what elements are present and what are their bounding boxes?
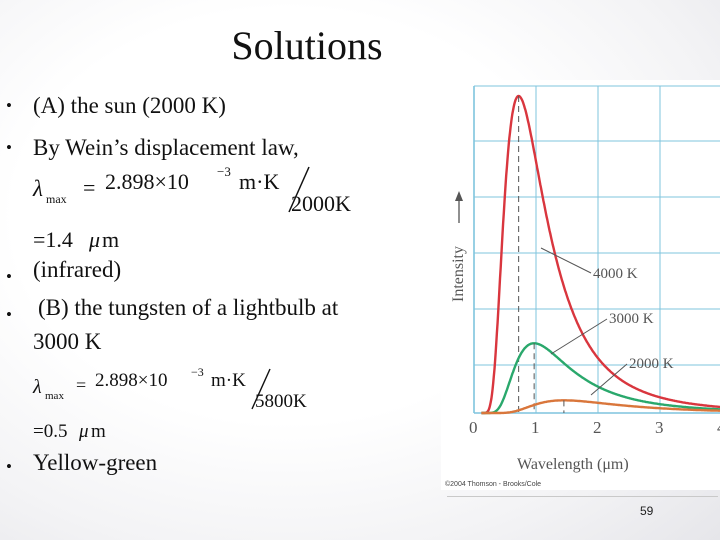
equation-sun: λ max = 2.898×10 −3 m·K 2000K =1.4 μ m xyxy=(33,163,393,253)
lambda-symbol: λ xyxy=(33,376,42,398)
bullet-marker: • xyxy=(6,305,12,324)
result-unit: m xyxy=(91,421,106,442)
chart-copyright: ©2004 Thomson - Brooks/Cole xyxy=(445,480,541,488)
fraction-slash xyxy=(251,368,271,410)
units: m·K xyxy=(239,169,280,194)
result-value: =0.5 xyxy=(33,421,68,442)
mu-symbol: μ xyxy=(79,421,89,442)
x-tick-label: 1 xyxy=(531,418,540,437)
page-number: 59 xyxy=(640,504,654,518)
bullet-text-yellow-green: Yellow-green xyxy=(33,450,158,475)
chart-ticks: 0 1 2 3 4 xyxy=(469,418,720,437)
y-axis-arrowhead xyxy=(455,191,463,201)
bullet-marker: • xyxy=(6,457,12,476)
series-label: 4000 K xyxy=(593,266,638,282)
lambda-subscript: max xyxy=(45,390,64,402)
units: m·K xyxy=(211,370,246,391)
denominator: 2000K xyxy=(291,191,351,216)
chart-grid xyxy=(473,85,720,414)
numerator: 2.898×10 xyxy=(105,169,189,194)
result-unit: m xyxy=(102,227,120,252)
x-tick-label: 2 xyxy=(593,418,602,437)
chart-svg: 0 1 2 3 4 4000 K 3000 K 2000 K Wavelength (μm) I… xyxy=(441,80,720,490)
series-label: 2000 K xyxy=(629,356,674,372)
series-leader-line xyxy=(550,318,608,355)
lambda-symbol: λ xyxy=(33,176,43,201)
x-tick-label: 3 xyxy=(655,418,664,437)
mu-symbol: μ xyxy=(89,227,101,252)
x-tick-label: 4 xyxy=(717,418,720,437)
curve-4000k xyxy=(481,94,720,415)
bullet-text-tungsten: (B) the tungsten of a lightbulb at xyxy=(38,295,339,320)
series-label: 3000 K xyxy=(609,311,654,327)
bullet-marker: • xyxy=(6,138,12,157)
lambda-subscript: max xyxy=(46,192,67,206)
numerator: 2.898×10 xyxy=(95,370,168,391)
blackbody-chart: 0 1 2 3 4 4000 K 3000 K 2000 K Wavelength (μm) I… xyxy=(441,80,720,490)
curve-3000k xyxy=(481,342,720,415)
bullet-marker: • xyxy=(6,96,12,115)
bullet-text-sun: (A) the sun (2000 K) xyxy=(33,93,226,118)
curve-2000k xyxy=(481,399,720,415)
exponent: −3 xyxy=(191,365,204,379)
series-leader-line xyxy=(540,247,592,274)
denominator: 5800K xyxy=(255,391,307,412)
series-leader-line xyxy=(590,363,628,396)
x-axis-label: Wavelength (μm) xyxy=(517,456,629,473)
bullet-marker: • xyxy=(6,267,12,286)
bullet-text-tungsten-cont: 3000 K xyxy=(33,329,102,354)
fraction-slash xyxy=(288,166,310,213)
chart-curves xyxy=(481,94,720,415)
x-tick-label: 0 xyxy=(469,418,478,437)
equals-sign: = xyxy=(83,175,96,200)
equation-lightbulb: λ max = 2.898×10 −3 m·K 5800K =0.5 μ m xyxy=(33,364,353,444)
y-axis-label: Intensity xyxy=(450,246,467,302)
result-value: =1.4 xyxy=(33,227,73,252)
exponent: −3 xyxy=(217,164,231,179)
chart-labels: 4000 K 3000 K 2000 K Wavelength (μm) Intensi… xyxy=(445,191,674,488)
slide-title: Solutions xyxy=(231,23,383,68)
chart-background xyxy=(441,80,720,490)
footer-divider xyxy=(447,496,718,497)
equals-sign: = xyxy=(76,375,87,395)
bullet-text-wien: By Wein’s displacement law, xyxy=(33,135,299,160)
bullet-text-infrared: (infrared) xyxy=(33,257,122,282)
